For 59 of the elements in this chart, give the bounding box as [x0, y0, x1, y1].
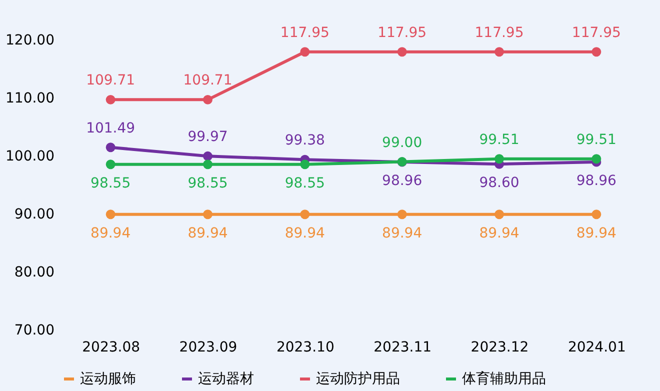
data-label: 98.55 [188, 175, 228, 192]
x-tick-label: 2024.01 [568, 340, 626, 356]
data-label: 109.71 [183, 72, 232, 89]
data-label: 89.94 [382, 225, 422, 242]
point [494, 47, 504, 57]
point [106, 94, 116, 104]
data-label: 101.49 [86, 120, 136, 136]
y-tick-label: 110.00 [6, 90, 54, 106]
legend-label: 运动防护用品 [316, 371, 400, 387]
point [397, 47, 407, 57]
data-label: 117.95 [572, 24, 621, 41]
data-label: 98.60 [479, 175, 520, 192]
data-label: 109.71 [86, 72, 136, 89]
y-tick-label: 70.00 [14, 322, 54, 338]
data-label: 99.97 [188, 129, 228, 146]
point [106, 160, 116, 170]
data-label: 117.95 [378, 24, 427, 41]
legend-label: 运动服饰 [80, 371, 136, 387]
data-label: 99.38 [284, 132, 325, 149]
y-tick-label: 80.00 [14, 264, 54, 280]
data-label: 99.51 [479, 132, 520, 148]
point [300, 210, 310, 220]
data-label: 99.51 [576, 132, 616, 148]
y-tick-label: 120.00 [6, 32, 54, 48]
data-label: 89.94 [576, 225, 617, 242]
legend-label: 运动器材 [198, 371, 254, 387]
data-label: 89.94 [188, 225, 228, 242]
x-tick-label: 2023.09 [179, 340, 238, 356]
point [203, 151, 212, 161]
legend-label: 体育辅助用品 [462, 370, 546, 387]
y-tick-label: 100.00 [6, 148, 54, 164]
point [300, 160, 310, 170]
data-label: 89.94 [479, 225, 520, 242]
point [106, 142, 116, 152]
x-tick-label: 2023.08 [82, 340, 140, 356]
point [300, 47, 310, 57]
data-label: 98.96 [576, 173, 617, 190]
data-label: 117.95 [280, 24, 330, 41]
x-tick-label: 2023.11 [374, 340, 432, 356]
point [203, 210, 212, 220]
data-label: 89.94 [284, 225, 326, 242]
data-label: 98.55 [284, 175, 325, 192]
data-label: 98.96 [382, 173, 422, 190]
y-tick-label: 90.00 [14, 206, 54, 222]
point [494, 210, 504, 220]
point [592, 154, 602, 164]
point [203, 94, 212, 104]
point [397, 210, 407, 220]
point [203, 160, 212, 170]
point [592, 210, 602, 220]
data-label: 89.94 [90, 225, 131, 242]
x-tick-label: 2023.12 [470, 340, 529, 356]
data-label: 117.95 [474, 24, 524, 41]
data-label: 98.55 [90, 175, 131, 192]
point [592, 47, 602, 57]
data-label: 99.00 [382, 134, 422, 151]
point [106, 210, 116, 220]
x-tick-label: 2023.10 [276, 340, 334, 356]
point [494, 154, 504, 164]
